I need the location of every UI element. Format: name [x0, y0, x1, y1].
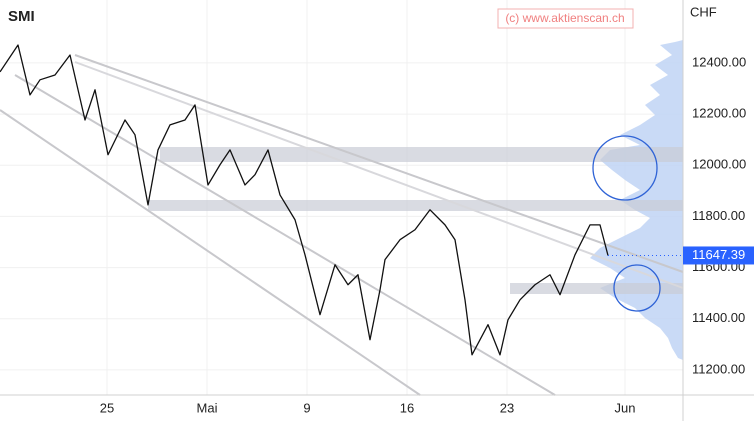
y-tick-label: 11200.00	[692, 361, 745, 376]
x-tick-label: 9	[303, 400, 310, 415]
x-tick-label: Jun	[615, 400, 636, 415]
y-tick-label: 11400.00	[692, 310, 745, 325]
trendline	[14, 74, 556, 396]
y-tick-label: 12400.00	[692, 54, 746, 69]
plot	[0, 44, 609, 356]
y-tick-label: 12000.00	[692, 157, 746, 172]
last-price-label: 11647.39	[692, 247, 745, 262]
x-tick-label: Mai	[197, 400, 218, 415]
x-tick-label: 23	[500, 400, 514, 415]
last-price-tag	[683, 246, 754, 265]
chart-title: SMI	[8, 8, 35, 25]
trendline	[74, 61, 684, 289]
support-zone	[148, 200, 683, 211]
watermark: (c) www.aktienscan.ch	[505, 11, 624, 25]
support-zone	[510, 283, 683, 294]
y-tick-label: 11800.00	[692, 208, 745, 223]
trendline	[0, 109, 421, 396]
trendline	[74, 54, 684, 273]
resistance-zone	[160, 147, 683, 162]
highlight-circle	[613, 264, 661, 312]
watermark-box	[497, 8, 634, 29]
x-tick-label: 25	[100, 400, 114, 415]
x-tick-label: 16	[400, 400, 414, 415]
highlight-circle	[592, 135, 658, 201]
y-tick-label: 12200.00	[692, 106, 746, 121]
price-line	[0, 44, 609, 356]
currency-label: CHF	[690, 4, 717, 19]
